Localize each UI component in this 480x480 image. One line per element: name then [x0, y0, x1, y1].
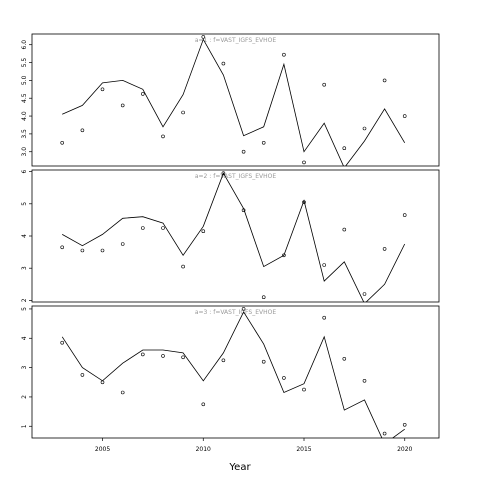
- panel-3: 1 2 3 4 5 a=3 : f=VAST_IGFS_EVHOE: [21, 305, 440, 439]
- data-point: [282, 376, 286, 380]
- data-point: [201, 35, 206, 39]
- data-point: [80, 248, 85, 253]
- data-point: [80, 128, 85, 133]
- data-point: [261, 359, 266, 364]
- panel-title: a=1 : f=VAST_IGFS_EVHOE: [195, 37, 276, 44]
- y-tick-label: 3.0: [21, 147, 28, 157]
- y-tick-label: 2: [21, 298, 28, 302]
- y-tick-label: 5: [21, 202, 28, 206]
- data-point: [362, 126, 367, 131]
- y-tick-label: 5: [21, 307, 28, 311]
- data-point: [80, 373, 85, 377]
- data-point: [161, 354, 165, 358]
- y-tick-label: 2: [21, 395, 28, 399]
- data-point: [302, 200, 306, 204]
- data-point: [322, 263, 327, 267]
- data-point: [342, 146, 347, 150]
- data-point: [241, 149, 246, 154]
- data-point: [402, 422, 407, 427]
- data-point: [241, 208, 246, 212]
- data-point: [181, 264, 185, 269]
- data-point: [322, 315, 327, 320]
- data-point: [362, 378, 367, 383]
- data-point: [161, 134, 165, 139]
- data-point: [201, 229, 206, 233]
- y-tick-label: 6.0: [21, 40, 28, 50]
- data-point: [60, 245, 65, 250]
- data-point: [382, 78, 387, 83]
- y-tick-label: 1: [21, 424, 28, 428]
- data-point: [100, 87, 105, 92]
- x-tick-label: 2005: [95, 446, 110, 453]
- y-tick-label: 4.0: [21, 111, 28, 121]
- y-tick-label: 3: [21, 266, 28, 270]
- data-point: [60, 340, 65, 345]
- data-point: [282, 52, 286, 57]
- data-point: [322, 82, 327, 87]
- data-point: [161, 226, 165, 230]
- panel-frame: [31, 305, 440, 439]
- data-point: [221, 61, 226, 66]
- y-tick-label: 5.5: [21, 58, 28, 68]
- data-point: [261, 141, 266, 145]
- data-point: [141, 92, 145, 96]
- series-line: [61, 311, 405, 438]
- y-tick-label: 6: [21, 170, 28, 174]
- data-point: [100, 380, 105, 385]
- y-tick-label: 3: [21, 366, 28, 370]
- data-point: [402, 114, 407, 118]
- data-point: [261, 295, 266, 300]
- data-point: [221, 171, 226, 175]
- panel-2: 2 3 4 5 6 a=2 : f=VAST_IGFS_EVHOE: [21, 169, 440, 303]
- series-line: [62, 172, 406, 302]
- y-tick-label: 5.0: [21, 75, 28, 85]
- series-line: [62, 38, 406, 166]
- y-tick-label: 4.5: [21, 93, 28, 103]
- data-point: [100, 248, 105, 253]
- data-point: [120, 103, 125, 108]
- x-axis-title: Year: [228, 462, 251, 473]
- data-point: [302, 160, 306, 165]
- data-point: [181, 110, 185, 115]
- x-tick-label: 2010: [196, 446, 211, 453]
- data-point: [120, 242, 125, 246]
- y-tick-label: 4: [21, 336, 28, 340]
- data-point: [241, 307, 246, 311]
- data-point: [302, 387, 306, 392]
- y-tick-label: 3.5: [21, 129, 28, 139]
- data-point: [221, 358, 226, 363]
- data-point: [181, 355, 185, 360]
- data-point: [201, 402, 206, 407]
- data-point: [342, 227, 347, 232]
- data-point: [60, 141, 65, 145]
- data-point: [120, 390, 125, 395]
- data-point: [141, 226, 145, 230]
- x-tick-label: 2020: [397, 446, 412, 453]
- data-point: [362, 292, 367, 296]
- panel-frame: [31, 33, 440, 167]
- data-point: [342, 356, 347, 361]
- data-point: [402, 213, 407, 217]
- data-point: [382, 247, 387, 251]
- data-point: [141, 352, 145, 357]
- data-point: [282, 253, 286, 258]
- panel-frame: [31, 169, 440, 303]
- y-tick-label: 4: [21, 234, 28, 238]
- panel-1: 3.0 3.5 4.0 4.5 5.0 5.5 6.0 a=1 : f=VAST_IGFS_E…: [21, 33, 440, 167]
- panel-title: a=2 : f=VAST_IGFS_EVHOE: [195, 173, 276, 180]
- data-point: [382, 431, 387, 436]
- x-tick-label: 2015: [296, 446, 311, 453]
- panel-title: a=3 : f=VAST_IGFS_EVHOE: [195, 309, 276, 316]
